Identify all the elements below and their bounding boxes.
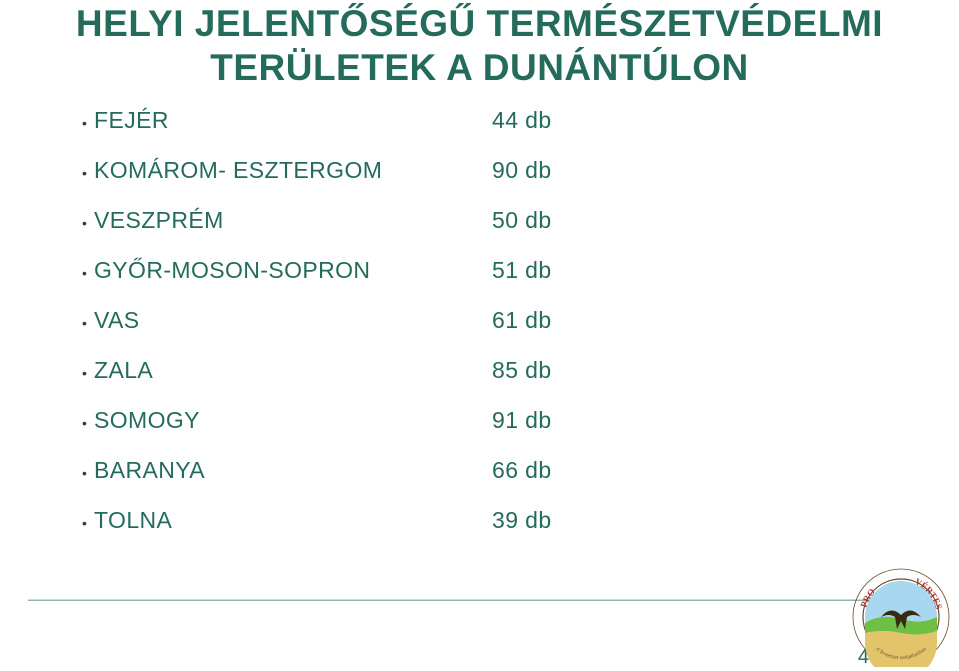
county-value: 91 db [492, 407, 552, 434]
county-value: 50 db [492, 207, 552, 234]
bullet-icon: • [82, 210, 94, 230]
list-item: • VAS 61 db [82, 307, 959, 334]
pro-vertes-logo: PRO VÉRTES A Természet szolgálatában [851, 567, 951, 667]
county-name: VAS [94, 307, 492, 334]
county-name: VESZPRÉM [94, 207, 492, 234]
county-value: 39 db [492, 507, 552, 534]
list-item: • TOLNA 39 db [82, 507, 959, 534]
county-name: KOMÁROM- ESZTERGOM [94, 157, 492, 184]
title-line-1: HELYI JELENTŐSÉGŰ TERMÉSZETVÉDELMI [76, 3, 883, 44]
bullet-icon: • [82, 260, 94, 280]
footer-rule [28, 599, 931, 601]
county-name: FEJÉR [94, 107, 492, 134]
bullet-icon: • [82, 460, 94, 480]
county-name: BARANYA [94, 457, 492, 484]
county-name: SOMOGY [94, 407, 492, 434]
page-title: HELYI JELENTŐSÉGŰ TERMÉSZETVÉDELMI TERÜL… [0, 2, 959, 89]
list-item: • GYŐR-MOSON-SOPRON 51 db [82, 257, 959, 284]
county-name: ZALA [94, 357, 492, 384]
county-value: 66 db [492, 457, 552, 484]
bullet-icon: • [82, 510, 94, 530]
county-value: 44 db [492, 107, 552, 134]
list-item: • FEJÉR 44 db [82, 107, 959, 134]
list-item: • KOMÁROM- ESZTERGOM 90 db [82, 157, 959, 184]
bullet-icon: • [82, 360, 94, 380]
county-value: 61 db [492, 307, 552, 334]
bullet-icon: • [82, 160, 94, 180]
county-list: • FEJÉR 44 db • KOMÁROM- ESZTERGOM 90 db… [82, 107, 959, 534]
county-value: 51 db [492, 257, 552, 284]
bullet-icon: • [82, 410, 94, 430]
county-value: 85 db [492, 357, 552, 384]
list-item: • SOMOGY 91 db [82, 407, 959, 434]
county-name: TOLNA [94, 507, 492, 534]
list-item: • ZALA 85 db [82, 357, 959, 384]
title-line-2: TERÜLETEK A DUNÁNTÚLON [210, 47, 749, 88]
bullet-icon: • [82, 110, 94, 130]
county-name: GYŐR-MOSON-SOPRON [94, 257, 492, 284]
bullet-icon: • [82, 310, 94, 330]
list-item: • VESZPRÉM 50 db [82, 207, 959, 234]
county-value: 90 db [492, 157, 552, 184]
list-item: • BARANYA 66 db [82, 457, 959, 484]
